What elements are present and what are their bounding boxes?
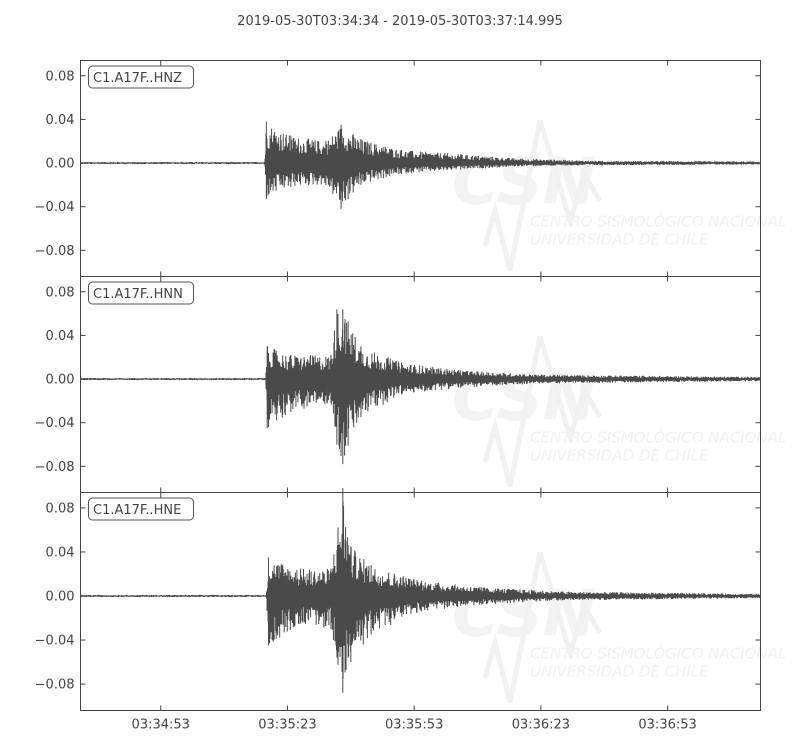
- trace-label-text: C1.A17F..HNN: [93, 287, 183, 302]
- y-tick-label: 0.00: [46, 589, 75, 604]
- x-tick-label: 03:36:53: [638, 718, 696, 733]
- y-tick-label: −0.08: [35, 244, 75, 259]
- y-tick-label: −0.08: [35, 460, 75, 475]
- y-tick-label: 0.08: [46, 69, 75, 84]
- watermark-line1: CENTRO SISMOLÓGICO NACIONAL: [530, 212, 786, 231]
- chart-title: 2019-05-30T03:34:34 - 2019-05-30T03:37:1…: [237, 14, 563, 29]
- y-tick-label: 0.00: [46, 157, 75, 172]
- y-tick-label: −0.04: [35, 416, 75, 431]
- trace-label-box: [88, 497, 194, 521]
- y-tick-label: 0.04: [46, 329, 75, 344]
- axes-frame: [80, 492, 761, 711]
- x-tick-label: 03:34:53: [132, 718, 190, 733]
- y-tick-label: 0.04: [46, 113, 75, 128]
- trace-label: C1.A17F..HNZ: [88, 65, 194, 89]
- x-tick-label: 03:36:23: [512, 718, 570, 733]
- watermark-line1: CENTRO SISMOLÓGICO NACIONAL: [530, 644, 786, 663]
- y-tick-label: −0.08: [35, 678, 75, 693]
- watermark-line1: CENTRO SISMOLÓGICO NACIONAL: [530, 428, 786, 447]
- waveform-hnz: [80, 121, 761, 209]
- trace-label-box: [88, 281, 194, 305]
- watermark-line2: UNIVERSIDAD DE CHILE: [530, 447, 709, 465]
- y-tick-label: −0.04: [35, 200, 75, 215]
- watermark-line2: UNIVERSIDAD DE CHILE: [530, 663, 709, 681]
- trace-label-text: C1.A17F..HNZ: [93, 71, 182, 86]
- y-tick-label: 0.08: [46, 501, 75, 516]
- watermark-wave-icon: [482, 551, 603, 704]
- watermark-line2: UNIVERSIDAD DE CHILE: [530, 231, 709, 249]
- trace-label-box: [88, 65, 194, 89]
- y-tick-label: 0.00: [46, 373, 75, 388]
- x-tick-label: 03:35:53: [385, 718, 443, 733]
- watermark-wave-icon: [482, 119, 603, 272]
- y-tick-label: 0.04: [46, 545, 75, 560]
- y-tick-label: 0.08: [46, 285, 75, 300]
- trace-label-text: C1.A17F..HNE: [93, 503, 181, 518]
- trace-label: C1.A17F..HNE: [88, 497, 194, 521]
- trace-label: C1.A17F..HNN: [88, 281, 194, 305]
- x-tick-label: 03:35:23: [258, 718, 316, 733]
- y-tick-label: −0.04: [35, 634, 75, 649]
- watermark-wave-icon: [482, 335, 603, 488]
